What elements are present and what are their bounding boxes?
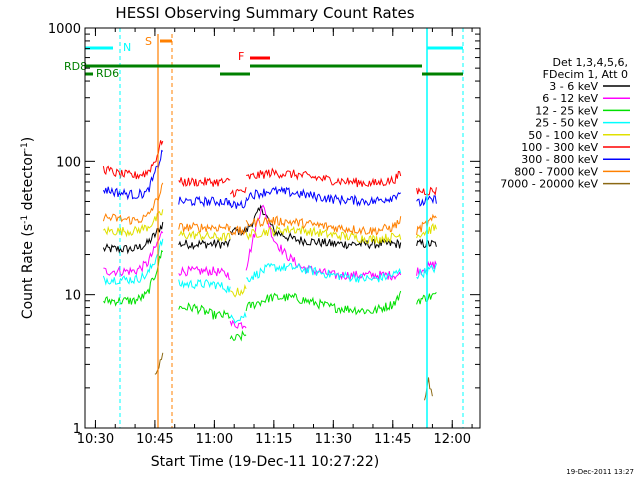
- x-axis: 10:30 10:45 11:00 11:15 11:30 11:45 12:00: [77, 28, 473, 447]
- series-line-4: [245, 224, 402, 245]
- y-tick-label: 1000: [48, 22, 81, 37]
- series-line-7: [245, 215, 402, 236]
- legend-header-1: Det 1,3,4,5,6,: [552, 56, 628, 69]
- series-line-1: [103, 230, 164, 277]
- legend: Det 1,3,4,5,6, FDecim 1, Att 0 3 - 6 keV…: [500, 56, 630, 191]
- legend-label: 3 - 6 keV: [549, 80, 598, 93]
- series-line-4: [103, 209, 164, 238]
- series-line-8: [154, 352, 164, 375]
- series-line-7: [178, 221, 231, 233]
- x-tick-label: 11:00: [196, 432, 233, 447]
- rd8-label: RD8: [64, 60, 87, 73]
- series-line-6: [229, 199, 247, 209]
- series-line-1: [178, 265, 231, 281]
- series-line-1: [229, 319, 247, 330]
- timestamp: 19-Dec-2011 13:27: [566, 468, 634, 476]
- series-line-2: [178, 302, 231, 320]
- legend-label: 800 - 7000 keV: [514, 165, 598, 178]
- y-tick-label: 1: [73, 422, 81, 437]
- series-line-2: [245, 290, 402, 316]
- legend-label: 100 - 300 keV: [521, 141, 598, 154]
- plot-frame: [84, 27, 481, 429]
- legend-header-2: FDecim 1, Att 0: [543, 68, 628, 81]
- y-axis: 1 10 100 1000: [48, 22, 480, 437]
- series-line-0: [102, 221, 164, 255]
- series-line-1: [245, 204, 402, 281]
- series-line-5: [102, 140, 164, 180]
- legend-label: 300 - 800 keV: [521, 153, 598, 166]
- series-line-6: [102, 149, 164, 201]
- night-label: N: [123, 41, 131, 54]
- x-tick-label: 12:00: [434, 432, 471, 447]
- series-line-0: [245, 204, 402, 250]
- series-line-3: [178, 278, 231, 294]
- legend-label: 7000 - 20000 keV: [500, 178, 598, 191]
- series-line-7: [229, 225, 247, 236]
- series-line-8: [424, 377, 433, 401]
- series-line-3: [102, 238, 164, 286]
- flare-label: F: [238, 50, 244, 63]
- series-line-6: [245, 185, 402, 207]
- saa-label: S: [145, 35, 152, 48]
- y-tick-label: 10: [64, 289, 81, 304]
- x-tick-label: 11:30: [315, 432, 352, 447]
- series-line-5: [178, 177, 231, 187]
- series-line-4: [178, 230, 231, 242]
- x-tick-label: 10:30: [77, 432, 114, 447]
- series-line-4: [230, 284, 247, 298]
- x-tick-label: 10:45: [136, 432, 173, 447]
- series-line-3: [229, 311, 247, 324]
- x-axis-label: Start Time (19-Dec-11 10:27:22): [151, 454, 379, 470]
- series-line-3: [246, 262, 402, 283]
- legend-label: 6 - 12 keV: [542, 92, 598, 105]
- x-tick-label: 11:45: [374, 432, 411, 447]
- rd6-label: RD6: [96, 67, 119, 80]
- series-line-5: [246, 167, 402, 188]
- x-tick-label: 11:15: [255, 432, 292, 447]
- annotation-layer: N S F RD8 RD6: [64, 28, 464, 428]
- series-line-2: [229, 329, 247, 342]
- data-layer: [102, 140, 437, 401]
- series-line-2: [103, 249, 164, 307]
- series-line-6: [178, 195, 231, 208]
- chart-title: HESSI Observing Summary Count Rates: [115, 4, 414, 22]
- y-tick-label: 100: [56, 155, 81, 170]
- series-line-0: [178, 238, 231, 251]
- y-axis-label: Count Rate (s-1 detector-1): [20, 137, 36, 319]
- legend-label: 25 - 50 keV: [535, 117, 598, 130]
- series-line-5: [229, 186, 247, 198]
- legend-label: 12 - 25 keV: [535, 104, 598, 117]
- legend-label: 50 - 100 keV: [528, 129, 598, 142]
- series-line-7: [102, 182, 164, 225]
